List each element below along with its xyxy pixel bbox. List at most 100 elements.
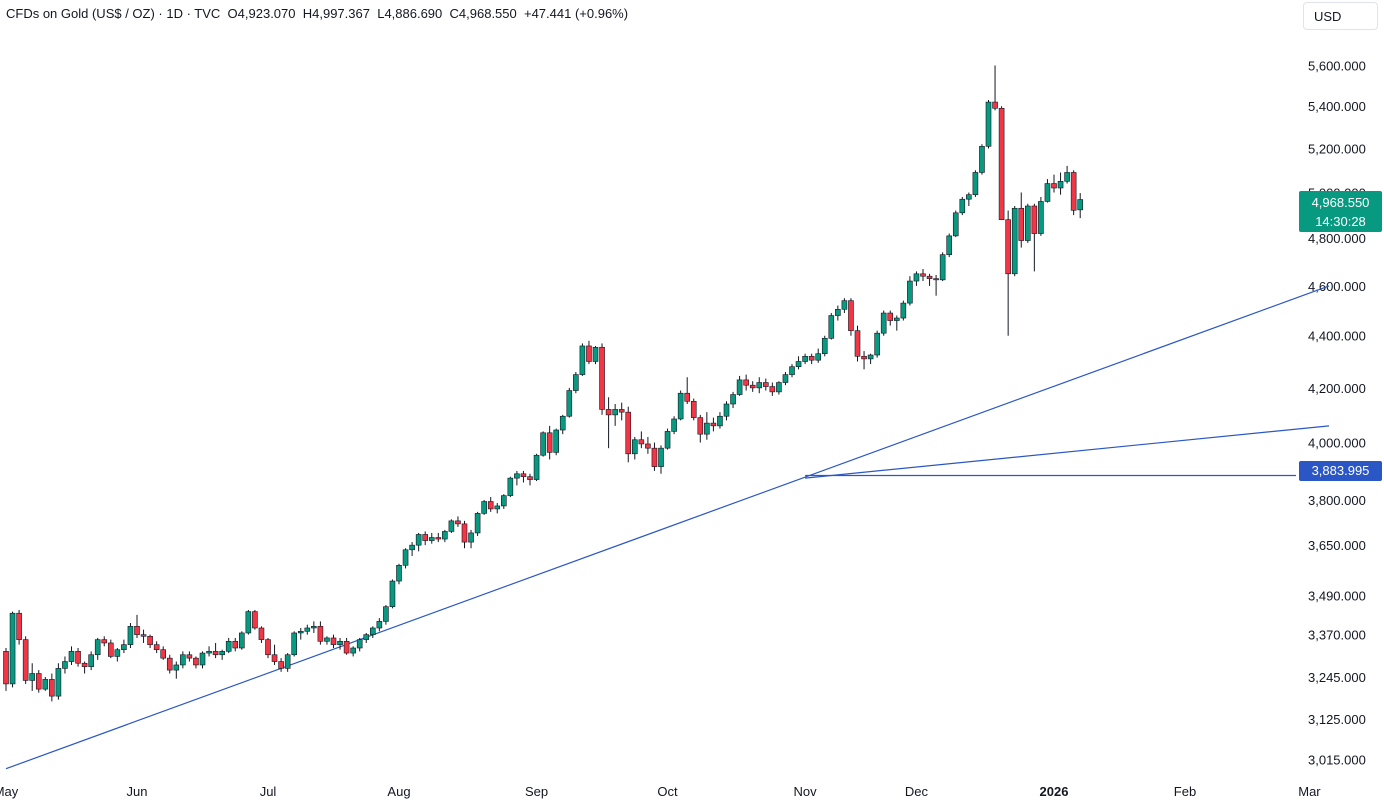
horizontal-level-tag[interactable]: 3,883.995: [1299, 461, 1382, 481]
candle[interactable]: [756, 377, 763, 394]
candle[interactable]: [638, 431, 645, 449]
candle[interactable]: [887, 310, 894, 326]
candle[interactable]: [166, 654, 173, 674]
candle[interactable]: [481, 500, 487, 515]
candle[interactable]: [592, 345, 599, 365]
candle[interactable]: [134, 614, 140, 638]
candle[interactable]: [121, 639, 127, 654]
candle[interactable]: [9, 611, 16, 688]
candle[interactable]: [586, 340, 592, 365]
candle[interactable]: [415, 532, 422, 552]
candle[interactable]: [520, 470, 527, 483]
candle[interactable]: [782, 371, 789, 386]
candle[interactable]: [252, 609, 258, 630]
candle[interactable]: [972, 170, 979, 197]
candle[interactable]: [311, 621, 317, 633]
candle[interactable]: [343, 637, 350, 655]
candle[interactable]: [743, 374, 749, 391]
candle[interactable]: [363, 632, 370, 643]
candle[interactable]: [605, 397, 612, 449]
candle[interactable]: [664, 428, 671, 450]
candle[interactable]: [468, 529, 474, 549]
candle[interactable]: [94, 637, 101, 660]
candle[interactable]: [265, 637, 271, 659]
candle[interactable]: [402, 548, 409, 569]
candle[interactable]: [553, 428, 560, 456]
candle[interactable]: [474, 511, 481, 536]
candle[interactable]: [428, 532, 435, 544]
candle[interactable]: [730, 391, 736, 409]
candle[interactable]: [442, 529, 448, 543]
candle[interactable]: [487, 497, 494, 512]
candle[interactable]: [435, 532, 442, 543]
candle[interactable]: [893, 315, 900, 331]
candle[interactable]: [861, 351, 867, 370]
candle[interactable]: [736, 375, 743, 396]
time-axis[interactable]: May Jun Jul Aug Sep Oct Nov Dec 2026 Feb Mar: [0, 784, 1321, 799]
candle[interactable]: [645, 436, 651, 454]
candle[interactable]: [514, 470, 520, 486]
candle[interactable]: [42, 676, 49, 691]
candle[interactable]: [533, 453, 540, 482]
candle[interactable]: [49, 673, 55, 702]
candle[interactable]: [186, 651, 193, 662]
candle[interactable]: [291, 631, 298, 657]
candle[interactable]: [907, 276, 913, 306]
candle[interactable]: [802, 353, 808, 365]
candle[interactable]: [1070, 170, 1077, 216]
candle[interactable]: [219, 649, 225, 660]
candle[interactable]: [880, 310, 887, 336]
candle[interactable]: [559, 414, 566, 435]
candle[interactable]: [979, 144, 985, 175]
candle[interactable]: [330, 634, 337, 648]
candle[interactable]: [507, 476, 514, 498]
candle[interactable]: [35, 670, 42, 693]
currency-button[interactable]: USD: [1303, 2, 1378, 30]
candle[interactable]: [841, 298, 848, 314]
candle[interactable]: [22, 636, 29, 684]
trendline[interactable]: [805, 425, 1330, 479]
candle[interactable]: [527, 473, 533, 486]
candle[interactable]: [114, 647, 121, 662]
candle[interactable]: [966, 192, 972, 206]
candle[interactable]: [206, 646, 212, 657]
candle[interactable]: [500, 494, 507, 509]
candle[interactable]: [376, 618, 383, 632]
candle[interactable]: [369, 626, 376, 638]
candle[interactable]: [684, 377, 691, 404]
candle[interactable]: [422, 531, 429, 546]
candle[interactable]: [317, 621, 324, 645]
candle[interactable]: [455, 516, 461, 527]
candle[interactable]: [573, 371, 579, 394]
candle[interactable]: [448, 519, 455, 533]
candle[interactable]: [677, 390, 684, 421]
candle[interactable]: [540, 431, 546, 457]
candle[interactable]: [147, 634, 153, 648]
candle[interactable]: [461, 520, 468, 549]
candle[interactable]: [867, 353, 874, 365]
candle[interactable]: [1038, 196, 1044, 236]
candle[interactable]: [933, 275, 939, 296]
candle[interactable]: [618, 402, 625, 421]
candle[interactable]: [710, 417, 717, 432]
trendline[interactable]: [5, 285, 1330, 770]
candle[interactable]: [599, 343, 605, 415]
candle[interactable]: [389, 579, 396, 609]
candlestick-series[interactable]: [3, 65, 1083, 702]
candle[interactable]: [920, 268, 926, 282]
candle[interactable]: [848, 298, 854, 336]
candle[interactable]: [258, 626, 265, 643]
candle[interactable]: [697, 414, 704, 443]
candle[interactable]: [1011, 205, 1018, 277]
candle[interactable]: [625, 406, 632, 463]
candle[interactable]: [297, 627, 304, 640]
candle[interactable]: [808, 353, 815, 365]
candle[interactable]: [795, 356, 802, 370]
legend-symbol[interactable]: CFDs on Gold (US$ / OZ) · 1D · TVC: [6, 6, 221, 21]
candle[interactable]: [1057, 172, 1064, 195]
candle[interactable]: [952, 210, 959, 238]
candle[interactable]: [337, 637, 343, 650]
candle[interactable]: [350, 646, 356, 657]
candle[interactable]: [239, 631, 245, 650]
